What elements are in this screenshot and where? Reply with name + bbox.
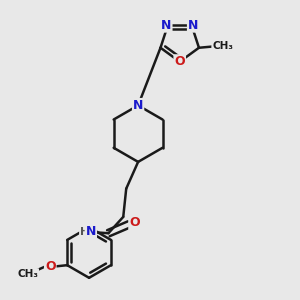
Text: O: O <box>45 260 56 273</box>
Text: O: O <box>174 55 185 68</box>
Text: N: N <box>188 19 198 32</box>
Text: CH₃: CH₃ <box>212 41 233 51</box>
Text: N: N <box>86 225 96 238</box>
Text: H: H <box>80 227 89 237</box>
Text: N: N <box>161 19 172 32</box>
Text: N: N <box>133 99 143 112</box>
Text: O: O <box>129 216 140 229</box>
Text: CH₃: CH₃ <box>17 269 38 279</box>
